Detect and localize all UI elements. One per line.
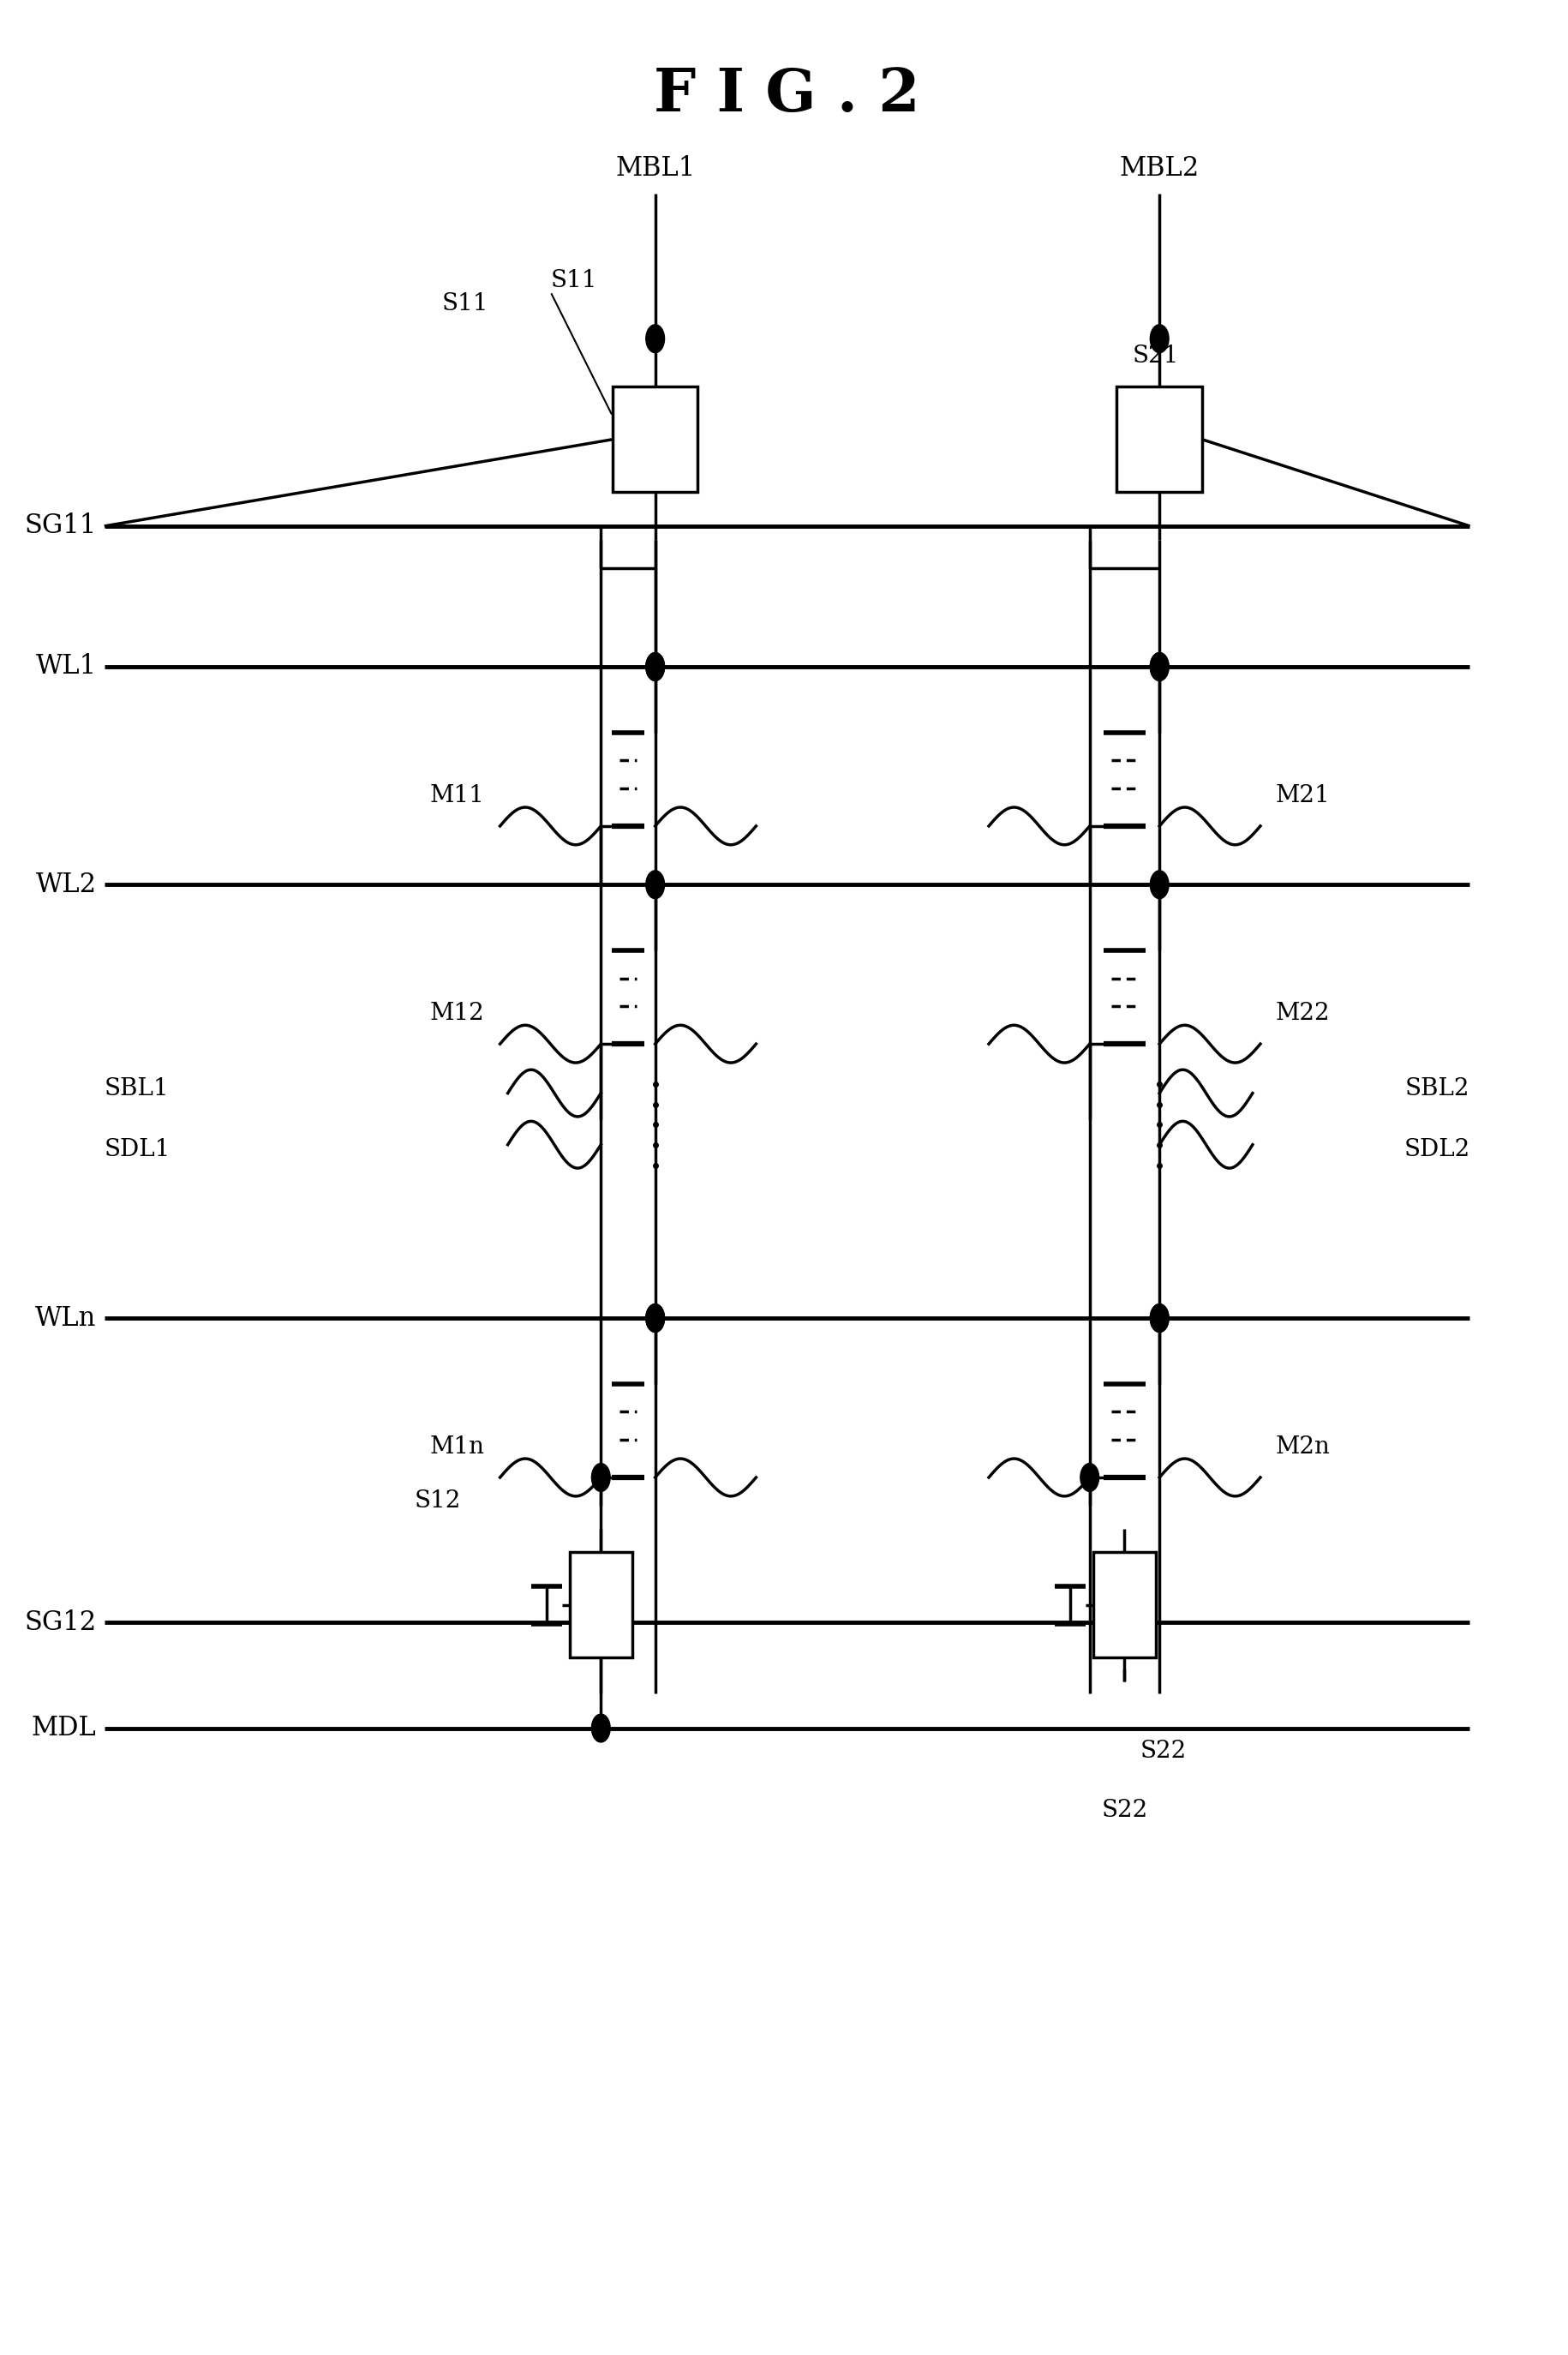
Text: M1n: M1n: [430, 1437, 485, 1458]
Text: SDL1: SDL1: [105, 1137, 171, 1161]
Circle shape: [591, 1462, 610, 1491]
Text: SG11: SG11: [25, 513, 97, 539]
Circle shape: [1149, 325, 1168, 353]
Text: S22: S22: [1140, 1740, 1185, 1764]
Text: SBL1: SBL1: [105, 1076, 169, 1100]
Circle shape: [646, 1305, 665, 1333]
Text: F I G . 2: F I G . 2: [654, 66, 920, 125]
Text: WL1: WL1: [36, 652, 97, 681]
Text: S11: S11: [442, 292, 488, 316]
Bar: [612, 386, 698, 492]
Circle shape: [591, 1714, 610, 1743]
Text: M12: M12: [430, 1003, 485, 1024]
Bar: [1093, 1552, 1156, 1658]
Text: M22: M22: [1275, 1003, 1330, 1024]
Text: S11: S11: [550, 268, 597, 292]
Circle shape: [646, 652, 665, 681]
Text: M21: M21: [1275, 784, 1330, 808]
Circle shape: [1149, 652, 1168, 681]
Circle shape: [1149, 1305, 1168, 1333]
Text: SG12: SG12: [25, 1608, 97, 1637]
Circle shape: [646, 325, 665, 353]
Text: MBL1: MBL1: [615, 155, 695, 181]
Text: MDL: MDL: [31, 1714, 97, 1740]
Text: M11: M11: [430, 784, 485, 808]
Text: S12: S12: [414, 1488, 461, 1512]
Bar: [1116, 386, 1201, 492]
Circle shape: [646, 871, 665, 900]
Circle shape: [1149, 871, 1168, 900]
Text: MBL2: MBL2: [1120, 155, 1200, 181]
Circle shape: [646, 1305, 665, 1333]
Text: WLn: WLn: [36, 1305, 97, 1331]
Circle shape: [1149, 1305, 1168, 1333]
Text: WL2: WL2: [36, 871, 97, 897]
Bar: [569, 1552, 632, 1658]
Text: M2n: M2n: [1275, 1437, 1330, 1458]
Circle shape: [1080, 1462, 1098, 1491]
Circle shape: [646, 652, 665, 681]
Circle shape: [1149, 652, 1168, 681]
Text: SDL2: SDL2: [1403, 1137, 1469, 1161]
Text: S21: S21: [1132, 344, 1178, 367]
Text: S22: S22: [1101, 1799, 1148, 1820]
Text: SBL2: SBL2: [1405, 1076, 1469, 1100]
